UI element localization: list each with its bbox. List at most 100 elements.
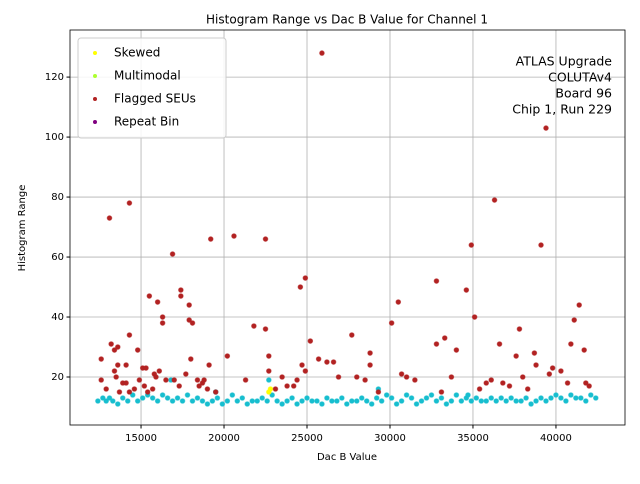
point xyxy=(95,398,101,404)
legend-marker xyxy=(93,74,97,78)
point xyxy=(214,395,221,401)
y-tick-label: 20 xyxy=(51,372,64,383)
point xyxy=(139,395,146,401)
point xyxy=(279,401,285,407)
point xyxy=(368,401,375,407)
y-tick-label: 80 xyxy=(51,192,64,203)
point xyxy=(186,302,192,308)
point xyxy=(111,347,118,353)
point xyxy=(113,374,119,380)
point xyxy=(114,401,121,407)
point xyxy=(395,299,402,305)
point xyxy=(528,401,534,407)
point xyxy=(156,368,163,374)
point xyxy=(483,398,490,404)
point xyxy=(553,392,559,398)
x-tick-label: 15000 xyxy=(125,433,157,444)
point xyxy=(284,383,290,389)
point xyxy=(234,398,241,404)
point xyxy=(388,320,395,326)
point xyxy=(100,395,106,401)
point xyxy=(493,398,500,404)
point xyxy=(488,377,495,383)
point xyxy=(428,392,435,398)
point xyxy=(307,338,314,344)
point xyxy=(373,395,380,401)
point xyxy=(441,335,448,341)
point xyxy=(204,386,211,392)
point xyxy=(393,401,400,407)
point xyxy=(503,398,509,404)
point xyxy=(513,398,519,404)
point xyxy=(294,401,300,407)
annotation: COLUTAv4 xyxy=(548,70,612,85)
point xyxy=(304,395,310,401)
point xyxy=(433,341,440,347)
point xyxy=(106,215,113,221)
point xyxy=(324,359,330,365)
point xyxy=(103,386,109,392)
point xyxy=(143,365,149,371)
point xyxy=(299,398,305,404)
point xyxy=(498,395,504,401)
point xyxy=(483,380,490,386)
point xyxy=(478,398,485,404)
point xyxy=(123,380,129,386)
point xyxy=(433,278,440,284)
point xyxy=(558,395,564,401)
point xyxy=(212,389,219,395)
point xyxy=(443,401,450,407)
point xyxy=(583,398,589,404)
point xyxy=(433,398,440,404)
point xyxy=(146,293,153,299)
point xyxy=(289,395,295,401)
point xyxy=(471,314,478,320)
point xyxy=(315,356,322,362)
point xyxy=(123,362,129,368)
point xyxy=(375,389,382,395)
point xyxy=(272,386,279,392)
legend-label: Repeat Bin xyxy=(114,115,179,129)
point xyxy=(592,395,599,401)
point xyxy=(144,389,151,395)
point xyxy=(533,362,539,368)
point xyxy=(335,374,342,380)
legend-label: Skewed xyxy=(114,46,160,60)
point xyxy=(353,374,360,380)
point xyxy=(531,350,538,356)
point xyxy=(242,377,249,383)
point xyxy=(302,275,309,281)
point xyxy=(583,380,589,386)
x-axis-label: Dac B Value xyxy=(317,452,377,463)
point xyxy=(538,395,544,401)
point xyxy=(412,377,418,383)
point xyxy=(476,386,483,392)
legend-label: Flagged SEUs xyxy=(114,92,196,106)
point xyxy=(500,380,506,386)
point xyxy=(576,302,582,308)
point xyxy=(398,398,405,404)
point xyxy=(564,380,571,386)
point xyxy=(543,125,549,131)
point xyxy=(314,398,320,404)
x-tick-label: 30000 xyxy=(374,433,406,444)
point xyxy=(403,392,410,398)
point xyxy=(388,395,395,401)
point xyxy=(418,398,425,404)
legend-marker xyxy=(93,51,97,55)
point xyxy=(362,377,368,383)
point xyxy=(171,377,178,383)
point xyxy=(149,395,156,401)
point xyxy=(413,401,420,407)
point xyxy=(149,386,156,392)
point xyxy=(131,386,138,392)
point xyxy=(543,398,549,404)
point xyxy=(319,401,325,407)
point xyxy=(153,374,159,380)
point xyxy=(254,398,261,404)
point xyxy=(98,377,105,383)
point xyxy=(339,395,345,401)
point xyxy=(163,377,169,383)
point xyxy=(110,398,116,404)
point xyxy=(524,386,531,392)
